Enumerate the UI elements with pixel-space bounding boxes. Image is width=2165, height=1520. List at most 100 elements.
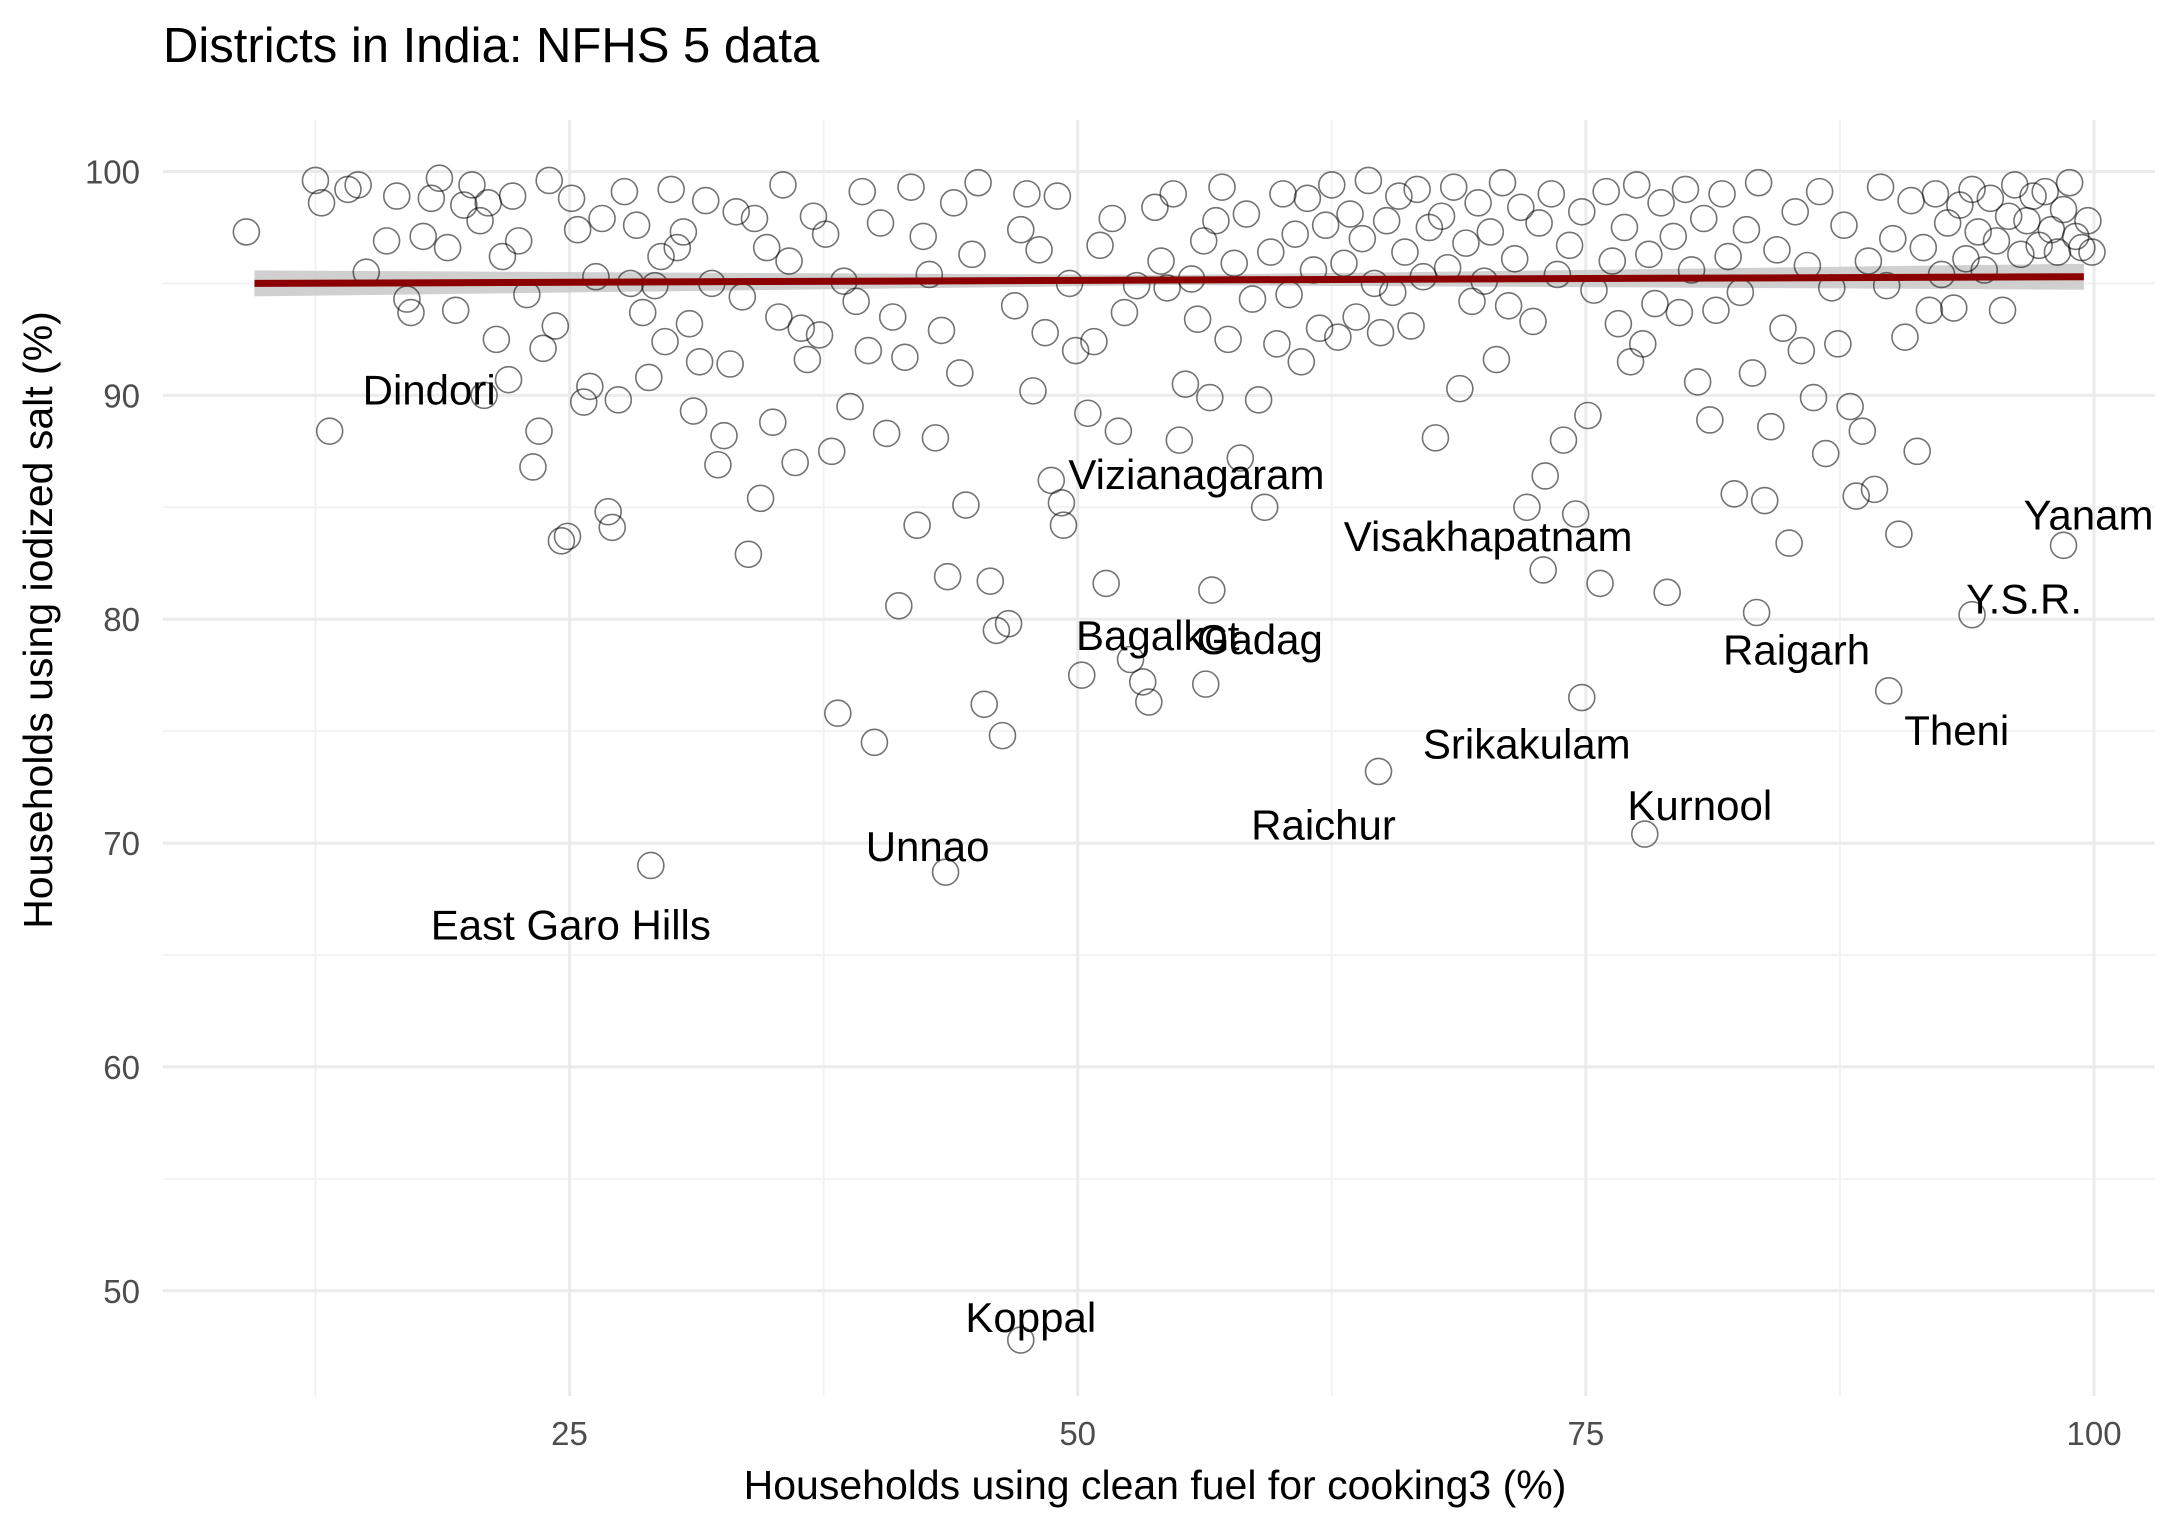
data-point [557, 184, 586, 213]
data-point [964, 168, 992, 197]
data-point [651, 327, 679, 356]
data-point [704, 450, 732, 479]
y-tick-label: 50 [103, 1273, 140, 1310]
labeled-data-point [2049, 531, 2078, 560]
data-point [710, 421, 738, 450]
data-point [921, 424, 950, 452]
data-point [425, 164, 454, 193]
data-point [582, 262, 610, 291]
data-point [1348, 224, 1377, 253]
data-point [1787, 336, 1816, 365]
data-point [1110, 298, 1139, 327]
data-point [1476, 218, 1505, 246]
data-point [1555, 231, 1584, 260]
data-point [1805, 177, 1834, 206]
data-point [1769, 314, 1797, 342]
data-point [1567, 197, 1596, 226]
labeled-data-point [1191, 670, 1220, 698]
data-point [909, 222, 938, 251]
data-point [494, 365, 523, 394]
data-point [799, 202, 828, 231]
data-point [1500, 244, 1529, 273]
data-point [1324, 323, 1352, 351]
data-point [976, 567, 1005, 595]
data-point [669, 218, 698, 246]
x-tick-label: 75 [1567, 1415, 1604, 1452]
data-point [1049, 511, 1078, 539]
data-point [2000, 171, 2029, 199]
data-point [1263, 330, 1291, 358]
labeled-data-point [1567, 683, 1596, 712]
labeled-data-point [1364, 757, 1393, 786]
data-point [866, 209, 895, 237]
data-point [927, 316, 956, 345]
x-tick-label: 100 [2066, 1415, 2121, 1452]
data-point [1799, 383, 1828, 412]
data-point [1513, 493, 1541, 522]
data-point [1543, 260, 1572, 289]
data-point [1196, 383, 1224, 412]
data-point [781, 448, 809, 477]
data-point [1372, 206, 1401, 235]
data-point [1281, 220, 1309, 248]
data-point [1080, 327, 1108, 356]
point-label: Unnao [866, 823, 990, 870]
data-point [897, 173, 925, 201]
data-point [740, 204, 769, 233]
data-point [2013, 206, 2041, 235]
data-point [1171, 370, 1200, 398]
data-point [1683, 368, 1712, 396]
data-point [752, 233, 781, 262]
data-point [504, 227, 533, 255]
data-point [569, 388, 598, 416]
data-point [450, 191, 478, 219]
data-point [1988, 296, 2017, 325]
data-point [1403, 175, 1431, 204]
data-point [1604, 309, 1633, 338]
grid [163, 120, 2155, 1396]
data-point [1598, 247, 1627, 275]
data-point [458, 171, 486, 199]
y-axis-title: Households using iodized salt (%) [15, 311, 61, 929]
data-point [1574, 401, 1602, 430]
data-point [1006, 215, 1035, 244]
data-point [1519, 307, 1547, 336]
data-point [939, 189, 968, 217]
data-point [945, 359, 974, 387]
point-label: Vizianagaram [1068, 451, 1324, 498]
y-tick-label: 60 [103, 1049, 140, 1086]
labeled-data-point [1006, 1326, 1035, 1354]
data-point [1891, 323, 1919, 351]
data-point [1561, 500, 1590, 528]
data-point [2078, 238, 2106, 266]
data-point [1909, 233, 1938, 262]
data-point [872, 419, 901, 448]
trend-line [254, 273, 2084, 287]
data-point [860, 728, 889, 757]
data-point [1641, 289, 1669, 318]
data-point [1159, 180, 1188, 208]
data-point [1763, 236, 1791, 264]
data-point [474, 189, 503, 217]
point-label: Gadag [1197, 616, 1323, 663]
data-point [441, 296, 470, 325]
data-point [1086, 231, 1114, 260]
point-label: Raigarh [1723, 626, 1870, 673]
data-point [466, 206, 494, 235]
data-point [1354, 166, 1383, 195]
data-point [775, 247, 803, 275]
data-point [1232, 200, 1261, 228]
data-point [1439, 173, 1468, 201]
data-point [541, 312, 570, 340]
data-point [1781, 197, 1810, 226]
data-point [1824, 330, 1852, 358]
data-point [1757, 412, 1785, 441]
data-point [1031, 318, 1059, 347]
labeled-data-point [1047, 488, 1076, 517]
data-point [765, 303, 793, 331]
data-point [1964, 218, 1992, 246]
data-point [1238, 285, 1267, 313]
data-point [1878, 224, 1907, 253]
regression-line [254, 273, 2084, 287]
data-point [1659, 222, 1688, 251]
